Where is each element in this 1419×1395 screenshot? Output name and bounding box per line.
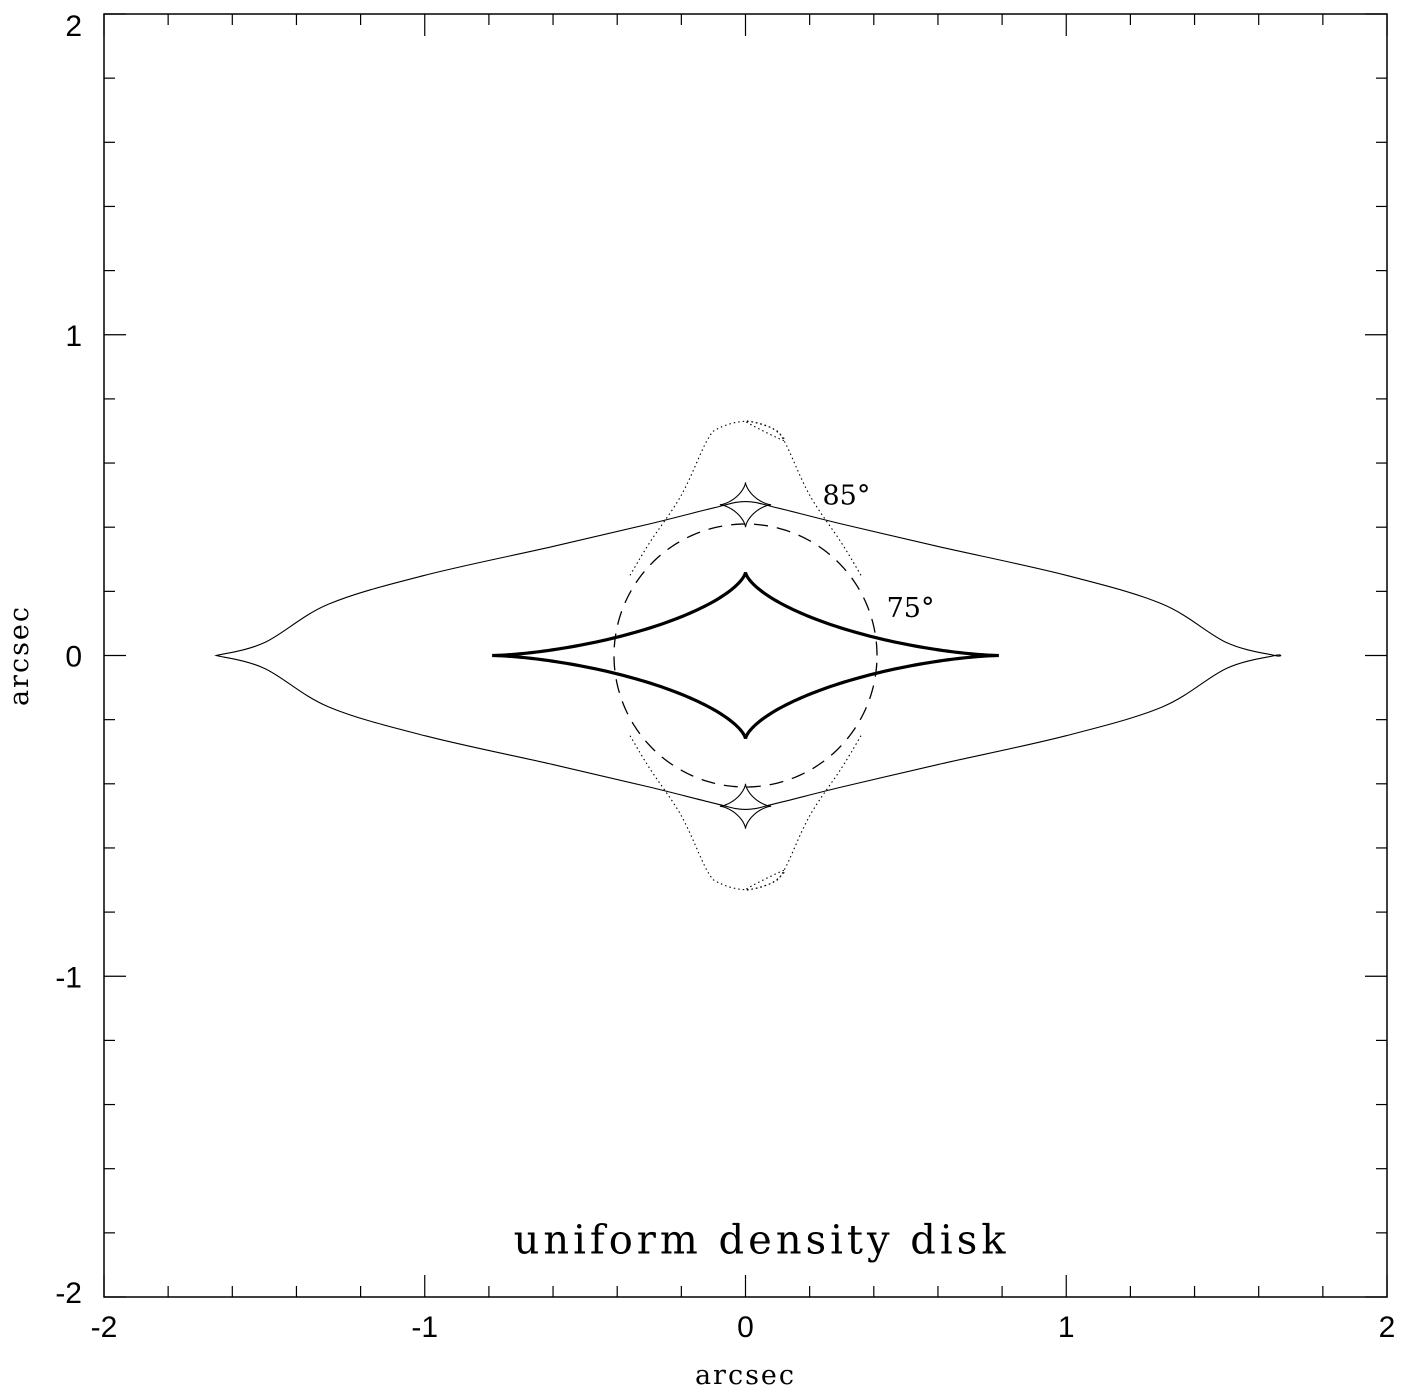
y-axis-label: arcsec — [4, 605, 35, 706]
curve-astroid-thin-solid — [719, 482, 772, 528]
plot-frame — [103, 13, 1388, 1298]
annotations: 85° 75° — [822, 481, 934, 624]
tick-marks — [103, 13, 1388, 1298]
y-tick-label: 2 — [65, 10, 82, 43]
curve-lens-thin-solid — [214, 500, 1282, 811]
y-tick-label: -1 — [55, 961, 82, 994]
annotation-label: 85° — [822, 481, 870, 512]
tick-labels: -2 -1 0 1 2 -2 -1 0 1 2 — [55, 10, 1395, 1344]
x-tick-label: -1 — [411, 1311, 438, 1344]
x-tick-label: -2 — [91, 1311, 118, 1344]
x-tick-label: 1 — [1058, 1311, 1075, 1344]
curve-astroid-thin-solid — [719, 783, 772, 829]
plot-caption: uniform density disk — [514, 1217, 1010, 1263]
x-tick-label: 0 — [737, 1311, 754, 1344]
y-tick-label: 0 — [65, 641, 82, 674]
x-tick-label: 2 — [1379, 1311, 1396, 1344]
curve-ellipse-dashed — [613, 523, 878, 788]
y-tick-label: -2 — [55, 1277, 82, 1310]
curves — [214, 420, 1282, 891]
y-tick-label: 1 — [65, 320, 82, 353]
annotation-label: 75° — [887, 593, 935, 624]
curve-astroid-bold-solid — [492, 572, 999, 739]
x-axis-label: arcsec — [695, 1360, 796, 1391]
